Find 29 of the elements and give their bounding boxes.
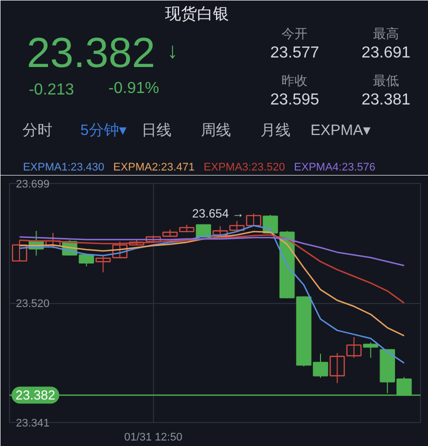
y-tick-label: 23.520 <box>16 298 50 310</box>
text: 最高 <box>372 26 399 41</box>
text: -0.91% <box>108 80 160 97</box>
chart-title: 现货白银 <box>164 5 229 23</box>
text: 5分钟▾ <box>80 122 127 139</box>
text: 23.382 <box>26 29 156 76</box>
text: 月线 <box>260 122 290 139</box>
text: EXPMA1:23.430 <box>22 162 104 174</box>
text: ↓ <box>166 38 178 63</box>
text: 今开 <box>282 26 308 41</box>
x-tick-label: 01/31 12:50 <box>124 432 182 444</box>
text: -0.213 <box>28 82 74 98</box>
text: 23.577 <box>270 44 320 62</box>
text: EXPMA▾ <box>310 122 372 139</box>
text: 周线 <box>200 122 231 139</box>
text: EXPMA3:23.520 <box>204 162 286 174</box>
text: 23.381 <box>361 92 410 108</box>
text: 23.691 <box>361 44 410 62</box>
y-tick-label: 23.341 <box>16 418 50 430</box>
text: 日线 <box>141 122 172 139</box>
text: 最低 <box>372 73 399 88</box>
text: 分时 <box>22 122 52 139</box>
text: 23.595 <box>270 92 320 108</box>
annotation: 23.654 → <box>192 206 244 221</box>
text: EXPMA4:23.576 <box>294 162 376 174</box>
ref-line-label: 23.382 <box>16 388 56 403</box>
text: EXPMA2:23.471 <box>113 162 195 174</box>
y-tick-label: 23.699 <box>16 178 50 190</box>
text: 昨收 <box>282 73 308 88</box>
